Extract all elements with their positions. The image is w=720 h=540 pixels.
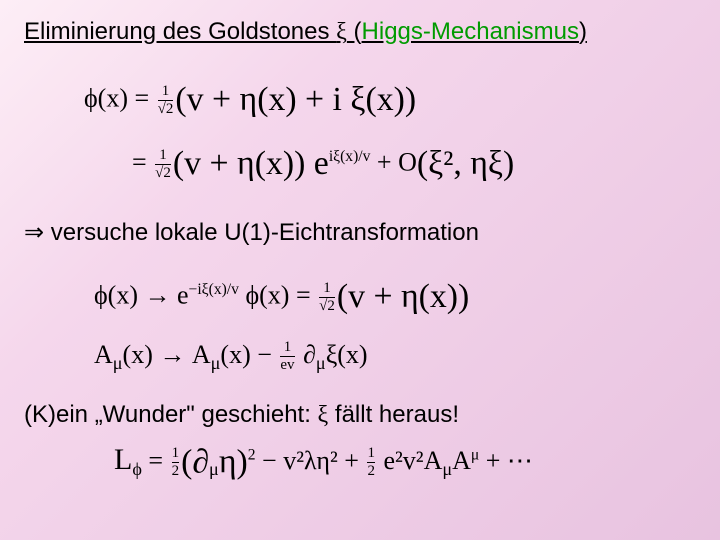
line3-pre: (K)ein „Wunder" geschieht: xyxy=(24,401,318,428)
eq4-lhs: A xyxy=(94,340,113,369)
equation-block-1: ϕ(x) = 1√2(v + η(x) + i ξ(x)) = 1√2(v + … xyxy=(84,68,696,196)
equation-block-2: ϕ(x) → e−iξ(x)/v ϕ(x) = 1√2(v + η(x)) Aμ… xyxy=(94,265,696,379)
eq1-frac-den: √2 xyxy=(158,100,174,118)
eq3-frac: 1√2 xyxy=(319,281,335,315)
title-suffix: ) xyxy=(579,18,587,45)
eq4-frac: 1ev xyxy=(280,340,294,374)
eq5-minus: − v²λη² + xyxy=(256,446,366,475)
eq5-frac2-den: 2 xyxy=(367,462,375,480)
title-prefix: Eliminierung des Goldstones xyxy=(24,18,336,45)
body-line-transform: ⇒ versuche lokale U(1)-Eichtransformatio… xyxy=(24,218,696,247)
eq4-sub1: μ xyxy=(113,353,123,373)
eq5-tail: + ⋯ xyxy=(479,446,533,475)
eq3-mid: ϕ(x) = xyxy=(239,281,317,310)
eq4-sub3: μ xyxy=(316,353,326,373)
eq4-partial: ∂ xyxy=(297,340,316,369)
line2-text: versuche lokale U(1)-Eichtransformation xyxy=(44,219,479,246)
eq5-frac1-den: 2 xyxy=(172,462,180,480)
eq2-mid: (v + η(x)) e xyxy=(173,145,329,182)
line3-xi: ξ xyxy=(318,402,329,428)
equation-lagrangian: Lϕ = 12(∂μη)2 − v²λη² + 12 e²v²AμAμ + ⋯ xyxy=(114,443,696,481)
eq2-frac: 1√2 xyxy=(155,148,171,182)
title-xi: ξ xyxy=(336,19,347,45)
title-higgs: Higgs-Mechanismus xyxy=(362,18,579,45)
eq5-term1b: η) xyxy=(219,443,248,480)
eq2-order: (ξ², ηξ) xyxy=(417,145,514,182)
eq2-frac-den: √2 xyxy=(155,164,171,182)
eq2-frac-num: 1 xyxy=(155,148,171,164)
eq3-frac-den: √2 xyxy=(319,297,335,315)
eq5-frac2-num: 1 xyxy=(367,446,375,462)
eq4-frac-num: 1 xyxy=(280,340,294,356)
eq4-rhs: ξ(x) xyxy=(326,340,368,369)
eq1-rhs: (v + η(x) + i ξ(x)) xyxy=(175,81,416,118)
eq5-term2: e²v²A xyxy=(377,446,442,475)
equation-3: ϕ(x) → e−iξ(x)/v ϕ(x) = 1√2(v + η(x)) xyxy=(94,265,696,329)
eq5-eq: = xyxy=(142,446,170,475)
eq5-term2sup: μ xyxy=(471,446,479,463)
eq5-frac1-num: 1 xyxy=(172,446,180,462)
equation-2: = 1√2(v + η(x)) eiξ(x)/v + O(ξ², ηξ) xyxy=(84,132,696,196)
eq2-exp: iξ(x)/v xyxy=(329,148,371,165)
eq1-frac-num: 1 xyxy=(158,84,174,100)
slide-title: Eliminierung des Goldstones ξ (Higgs-Mec… xyxy=(24,18,696,46)
equation-4: Aμ(x) → Aμ(x) − 1ev ∂μξ(x) xyxy=(94,330,696,379)
eq5-term1sub: μ xyxy=(209,459,219,479)
eq1-frac: 1√2 xyxy=(158,84,174,118)
body-line-wunder: (K)ein „Wunder" geschieht: ξ fällt herau… xyxy=(24,401,696,429)
eq3-exp: −iξ(x)/v xyxy=(189,281,239,298)
eq4-mid: (x) − xyxy=(220,340,278,369)
arrow-icon: ⇒ xyxy=(24,220,44,246)
eq5-term1a: (∂ xyxy=(181,443,209,480)
eq5-term1sup: 2 xyxy=(248,446,256,463)
eq4-arrow: (x) → A xyxy=(123,340,211,369)
eq5-frac2: 12 xyxy=(367,446,375,480)
eq2-plus: + O xyxy=(370,148,416,177)
line3-post: fällt heraus! xyxy=(328,401,459,428)
eq5-frac1: 12 xyxy=(172,446,180,480)
eq2-pre: = xyxy=(132,148,153,177)
title-spacer: ( xyxy=(347,18,362,45)
equation-1: ϕ(x) = 1√2(v + η(x) + i ξ(x)) xyxy=(84,68,696,132)
eq5-L: L xyxy=(114,443,132,476)
eq1-lhs: ϕ(x) = xyxy=(84,84,156,113)
eq5-Lsub: ϕ xyxy=(132,459,142,479)
eq3-frac-num: 1 xyxy=(319,281,335,297)
eq5-term2b: A xyxy=(452,446,471,475)
eq3-lhs: ϕ(x) → e xyxy=(94,281,189,310)
eq4-sub2: μ xyxy=(211,353,221,373)
eq5-term2sub: μ xyxy=(442,459,452,479)
eq3-rhs: (v + η(x)) xyxy=(337,278,469,315)
eq4-frac-den: ev xyxy=(280,356,294,374)
